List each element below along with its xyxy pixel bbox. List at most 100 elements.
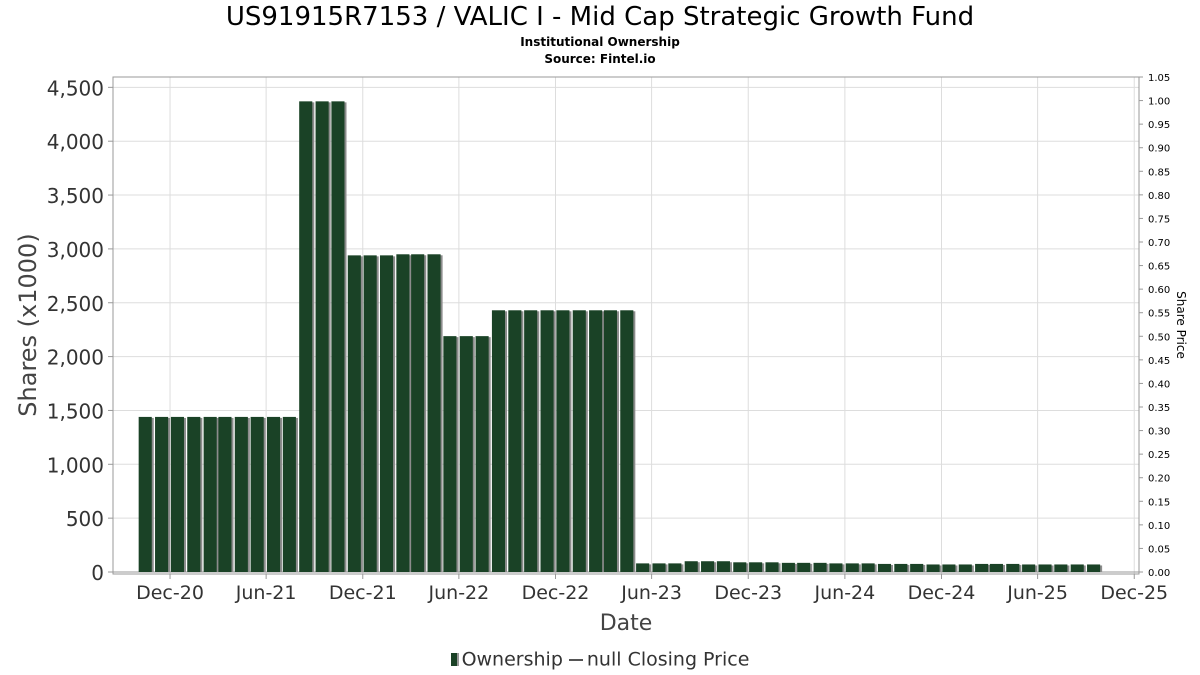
bar (765, 562, 779, 572)
legend-item-ownership: Ownership (461, 648, 563, 671)
bar (749, 562, 763, 572)
y-tick-label: 2,000 (47, 346, 104, 370)
y2-tick-label: 0.45 (1148, 356, 1170, 367)
bar (926, 564, 940, 572)
x-tick-label: Dec-24 (908, 582, 976, 604)
y2-tick-label: 0.25 (1148, 450, 1170, 461)
bar (636, 563, 650, 572)
bar (363, 255, 377, 572)
bar (443, 336, 457, 572)
bar (540, 310, 554, 572)
x-tick-label: Jun-22 (428, 582, 490, 604)
y-tick-label: 500 (66, 507, 104, 531)
y2-tick-label: 0.30 (1148, 427, 1170, 438)
y-tick-label: 4,000 (47, 130, 104, 154)
bar (1087, 564, 1101, 572)
bar (299, 101, 313, 572)
y-axis-right: 0.00 0.05 0.10 0.15 0.20 0.25 0.30 0.35 0.40 0.45… (1139, 73, 1170, 579)
legend-bar-swatch (450, 653, 459, 666)
bar-series-ownership (138, 101, 1103, 572)
bar (733, 562, 747, 572)
bar (910, 563, 924, 572)
bar (170, 416, 184, 572)
bar (556, 310, 570, 572)
y-tick-label: 3,000 (47, 238, 104, 262)
bar (379, 255, 394, 572)
y2-tick-label: 1.00 (1148, 97, 1170, 108)
y2-tick-label: 0.85 (1148, 167, 1170, 178)
chart-title: US91915R7153 / VALIC I - Mid Cap Strateg… (225, 2, 975, 32)
bar (958, 564, 972, 572)
x-tick-label: Dec-25 (1100, 582, 1168, 604)
y2-tick-label: 0.70 (1148, 238, 1170, 249)
y2-axis-label: Share Price (1174, 291, 1188, 359)
y2-tick-label: 0.40 (1148, 379, 1170, 390)
y-tick-label: 1,000 (47, 453, 104, 477)
bar (975, 563, 989, 572)
x-tick-label: Dec-22 (522, 582, 590, 604)
x-tick-label: Jun-25 (1006, 582, 1068, 604)
bar (347, 255, 361, 572)
bar (203, 416, 217, 572)
bar (797, 562, 811, 572)
y2-tick-label: 0.35 (1148, 403, 1170, 414)
bar (684, 561, 698, 572)
bar (829, 563, 843, 572)
y2-tick-label: 0.80 (1148, 191, 1170, 202)
bar (218, 416, 232, 572)
y2-tick-label: 0.50 (1148, 332, 1170, 343)
bar (250, 416, 264, 572)
y2-tick-label: 0.00 (1148, 568, 1170, 579)
x-axis: Dec-20 Jun-21 Dec-21 Jun-22 Dec-22 Jun-23 Dec-… (136, 574, 1168, 604)
y-tick-label: 1,500 (47, 399, 104, 423)
bar (187, 416, 201, 572)
bar (716, 561, 730, 572)
x-tick-label: Jun-21 (235, 582, 297, 604)
bar (396, 254, 410, 572)
chart-source: Source: Fintel.io (544, 52, 656, 66)
legend: Ownership null Closing Price (0, 648, 1200, 671)
bar (411, 254, 425, 572)
bar (813, 562, 827, 572)
bar (331, 101, 345, 572)
bar (1022, 564, 1036, 572)
y2-tick-label: 0.65 (1148, 262, 1170, 273)
y2-tick-label: 1.05 (1148, 73, 1170, 84)
grid-lines (113, 77, 1139, 574)
bar (877, 563, 892, 572)
y2-tick-label: 0.55 (1148, 309, 1170, 320)
y-tick-label: 4,500 (47, 76, 104, 100)
bar (1070, 564, 1084, 572)
bar (572, 310, 586, 572)
x-axis-label: Date (600, 611, 653, 636)
bar (845, 563, 859, 572)
bar (620, 310, 634, 572)
bar (155, 416, 169, 572)
y2-tick-label: 0.90 (1148, 144, 1170, 155)
y-tick-label: 0 (91, 561, 104, 585)
bar (475, 336, 489, 572)
bar (282, 416, 296, 572)
x-tick-label: Dec-23 (714, 582, 782, 604)
legend-item-closing-price: null Closing Price (586, 648, 750, 671)
bar (942, 564, 956, 572)
y-tick-label: 2,500 (47, 292, 104, 316)
bar (491, 310, 506, 572)
bar (1006, 563, 1020, 572)
bar (668, 563, 682, 572)
chart-subtitle: Institutional Ownership (520, 35, 680, 49)
bar (138, 416, 152, 572)
bar (266, 416, 281, 572)
plot-frame (112, 76, 1140, 575)
bar (589, 310, 603, 572)
legend-line-swatch (568, 658, 583, 661)
x-tick-label: Dec-20 (136, 582, 204, 604)
bar (234, 416, 248, 572)
y2-tick-label: 0.15 (1148, 497, 1170, 508)
y2-tick-label: 0.60 (1148, 285, 1170, 296)
bar (315, 101, 329, 572)
x-tick-label: Jun-24 (814, 582, 876, 604)
bar (459, 336, 473, 572)
bar (652, 563, 666, 572)
y2-tick-label: 0.10 (1148, 521, 1170, 532)
